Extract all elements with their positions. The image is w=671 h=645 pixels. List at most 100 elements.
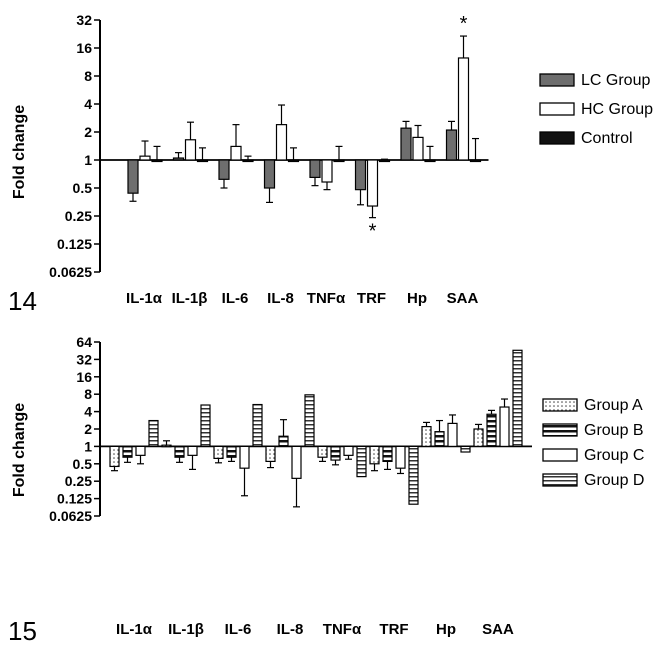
bar [424,159,436,163]
bar [434,431,445,448]
legend: Group A Group B Group C Group D [542,397,644,489]
category-label: IL-1β [168,621,204,638]
bar [200,404,211,447]
bar [172,157,185,161]
bar [230,145,242,161]
category-label: IL-1α [126,290,163,307]
bar [184,139,197,161]
significance-marker: * [369,221,377,243]
y-tick-label: 0.0625 [49,508,92,524]
category-label: TNFα [307,290,346,307]
bar [148,419,159,447]
bar [196,159,209,163]
category-label: TNFα [323,621,362,638]
bar [412,136,424,161]
bar [330,445,341,461]
significance-marker: * [460,13,468,35]
bar [213,445,224,460]
bar [343,445,354,456]
bar [333,159,345,163]
bar [469,159,482,163]
y-tick-label: 0.125 [57,491,92,507]
bar [135,445,146,456]
bar [275,124,288,161]
bar [226,445,237,458]
bar [265,445,276,463]
bar [127,159,139,194]
y-tick-label: 64 [76,334,92,350]
bar [382,445,393,463]
bar [122,445,133,458]
legend-swatch [539,131,575,145]
bar [263,159,276,189]
bar [486,413,497,447]
category-label: IL-8 [277,621,304,638]
bar [187,445,198,456]
bar [445,129,458,161]
bar [242,159,254,163]
legend: LC Group HC Group Control [539,72,653,147]
y-tick-label: 8 [84,386,92,402]
category-label: IL-1β [172,290,208,307]
legend-swatch [539,102,575,116]
y-tick-label: 4 [84,404,92,420]
category-label: IL-6 [225,621,252,638]
axes: 32 16 8 4 2 1 0.5 0.25 0.125 0.0625 IL-1α IL-1β IL-6… [49,12,489,307]
y-tick-label: 1 [84,438,92,454]
bar [499,406,510,447]
bar [378,159,391,163]
bar [174,445,185,458]
bar [395,445,406,469]
y-tick-label: 0.5 [73,180,93,196]
bar [287,159,300,163]
category-label: SAA [447,290,479,307]
bar [512,349,523,447]
y-axis-label: Fold change [11,403,28,497]
bar [239,445,250,469]
y-tick-label: 0.5 [73,456,93,472]
y-tick-label: 2 [84,124,92,140]
bar [278,435,289,447]
bar [421,426,432,448]
bar [460,445,471,453]
y-tick-label: 16 [76,40,92,56]
category-label: IL-8 [267,290,294,307]
bar [291,445,302,479]
bar [139,155,151,161]
chart-14: Fold change 14 32 16 8 4 2 1 0.5 0.25 0.125 0.062… [8,12,653,316]
legend-swatch [542,448,578,462]
bar [304,394,315,447]
category-label: Hp [407,290,427,307]
legend-swatch [539,73,575,87]
bars [109,349,523,508]
category-label: SAA [482,621,514,638]
bar [473,428,484,447]
bar [457,57,470,161]
bar [161,444,172,448]
y-tick-label: 0.0625 [49,264,92,280]
bar [369,445,380,465]
legend-label: Group D [584,472,644,489]
legend-swatch [542,473,578,487]
y-tick-label: 8 [84,68,92,84]
y-tick-label: 16 [76,369,92,385]
bar [252,403,263,448]
bars: ** [127,13,482,243]
bar [151,159,163,163]
y-tick-label: 32 [76,351,92,367]
bar [366,159,379,207]
legend-label: HC Group [581,101,653,118]
panel-label: 15 [8,616,37,645]
legend-label: Control [581,130,633,147]
legend-swatch [542,423,578,437]
bar [317,445,328,458]
bar [400,127,412,161]
legend-label: Group C [584,447,644,464]
bar [354,159,367,191]
bar [321,159,333,183]
y-tick-label: 0.25 [65,208,92,224]
category-label: TRF [379,621,408,638]
